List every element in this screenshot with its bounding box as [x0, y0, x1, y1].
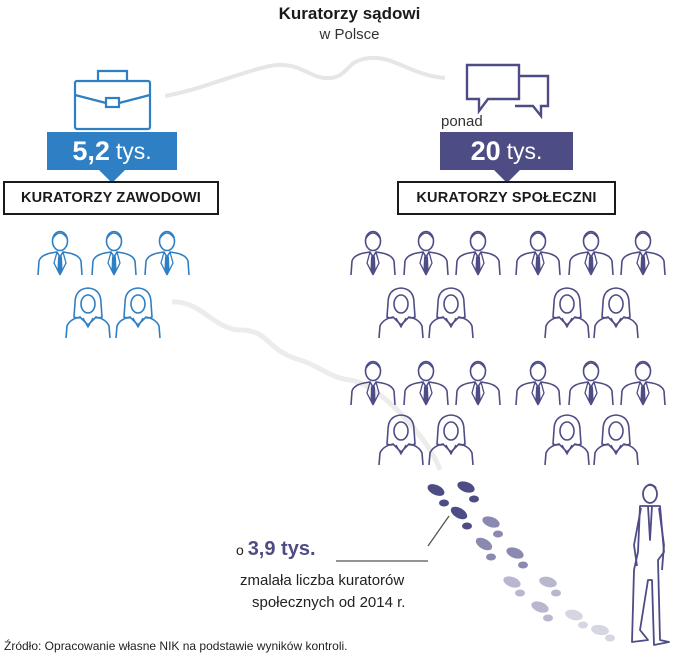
decline-value: 3,9 tys. — [247, 538, 316, 560]
page-subtitle: w Polsce — [319, 26, 380, 43]
social-count: 20 tys. — [440, 132, 573, 170]
decline-prefix: o — [236, 542, 244, 558]
professional-man-2 — [91, 230, 137, 276]
professional-unit: tys. — [115, 137, 152, 164]
professional-value: 5,2 — [72, 135, 110, 166]
walking-man-icon — [631, 483, 670, 646]
professional-woman-2 — [115, 287, 161, 339]
social-label: KURATORZY SPOŁECZNI — [397, 181, 616, 215]
professional-man-1 — [37, 230, 83, 276]
social-pointer — [494, 170, 520, 183]
social-people-grid — [350, 230, 666, 466]
speech-bubbles-icon — [465, 63, 550, 120]
decline-text-line2: społecznych od 2014 r. — [252, 594, 406, 611]
decline-amount: o 3,9 tys. — [236, 538, 316, 561]
social-unit: tys. — [506, 137, 543, 164]
professional-label: KURATORZY ZAWODOWI — [3, 181, 219, 215]
social-value: 20 — [470, 135, 501, 166]
decline-text-line1: zmalała liczba kuratorów — [240, 572, 405, 589]
professional-pointer — [99, 170, 125, 183]
footprints-icon — [427, 481, 615, 642]
social-prefix: ponad — [441, 113, 483, 130]
professional-woman-1 — [65, 287, 111, 339]
professional-count: 5,2 tys. — [47, 132, 177, 170]
page-title: Kuratorzy sądowi — [278, 4, 421, 23]
briefcase-icon — [73, 69, 152, 131]
source-note: Źródło: Opracowanie własne NIK na podsta… — [4, 639, 348, 653]
professional-man-3 — [144, 230, 190, 276]
